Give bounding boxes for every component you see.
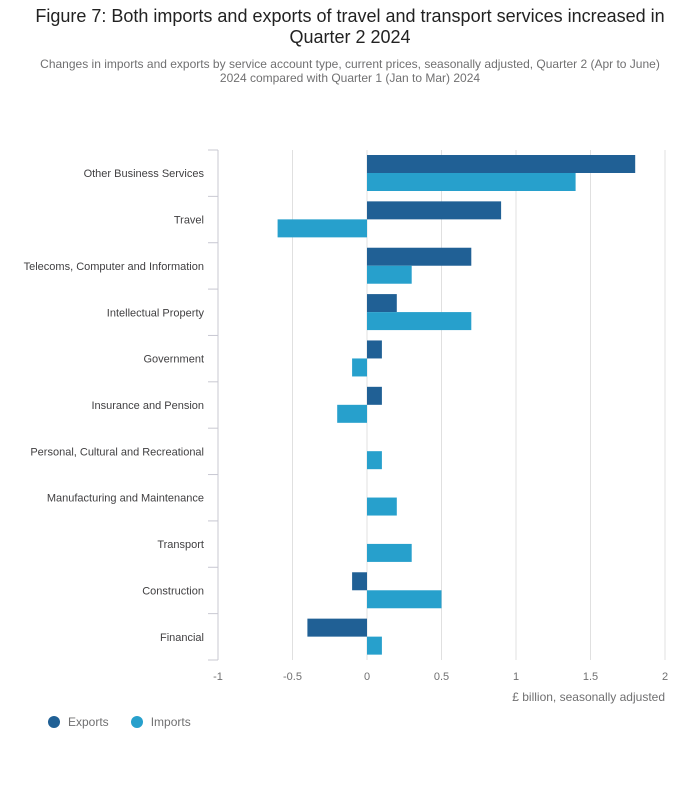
category-label: Intellectual Property (107, 307, 205, 319)
bar-imports (277, 219, 367, 238)
legend-swatch-exports (48, 716, 60, 728)
chart-title: Figure 7: Both imports and exports of tr… (35, 6, 665, 47)
legend-label-imports: Imports (150, 715, 191, 729)
bar-exports (367, 386, 382, 405)
legend-item-exports[interactable]: Exports (48, 715, 109, 729)
category-label: Transport (157, 539, 204, 551)
category-label: Other Business Services (84, 168, 205, 180)
bar-imports (367, 265, 412, 284)
bar-imports (337, 404, 367, 423)
legend-item-imports[interactable]: Imports (130, 715, 191, 729)
category-label: Insurance and Pension (91, 400, 204, 412)
bar-imports (367, 543, 412, 562)
bar-imports (352, 358, 367, 377)
bar-exports (307, 618, 367, 637)
x-tick-label: -1 (213, 671, 223, 683)
bar-exports (367, 201, 502, 220)
x-tick-label: 1 (513, 671, 519, 683)
bar-exports (367, 340, 382, 359)
category-label: Government (143, 354, 204, 366)
bar-imports (367, 173, 576, 191)
bar-exports (352, 572, 367, 591)
x-axis-label: £ billion, seasonally adjusted (512, 690, 665, 704)
legend: Exports Imports (48, 715, 213, 729)
bar-exports (367, 294, 397, 313)
x-tick-label: 0 (364, 671, 370, 683)
category-label: Personal, Cultural and Recreational (30, 446, 204, 458)
x-tick-label: 0.5 (434, 671, 449, 683)
bar-imports (367, 312, 472, 331)
category-label: Telecoms, Computer and Information (24, 261, 204, 273)
bar-exports (367, 155, 636, 173)
x-tick-label: 1.5 (583, 671, 598, 683)
chart-subtitle: Changes in imports and exports by servic… (40, 57, 660, 85)
bar-imports (367, 636, 382, 655)
category-label: Travel (174, 215, 204, 227)
bar-imports (367, 451, 382, 470)
category-label: Financial (160, 632, 204, 644)
x-tick-label: 2 (662, 671, 668, 683)
bar-exports (367, 247, 472, 266)
bar-imports (367, 590, 442, 609)
legend-label-exports: Exports (68, 715, 109, 729)
category-label: Manufacturing and Maintenance (47, 493, 204, 505)
x-tick-label: -0.5 (283, 671, 302, 683)
bar-imports (367, 497, 397, 516)
legend-swatch-imports (130, 716, 143, 728)
category-label: Construction (142, 585, 204, 597)
